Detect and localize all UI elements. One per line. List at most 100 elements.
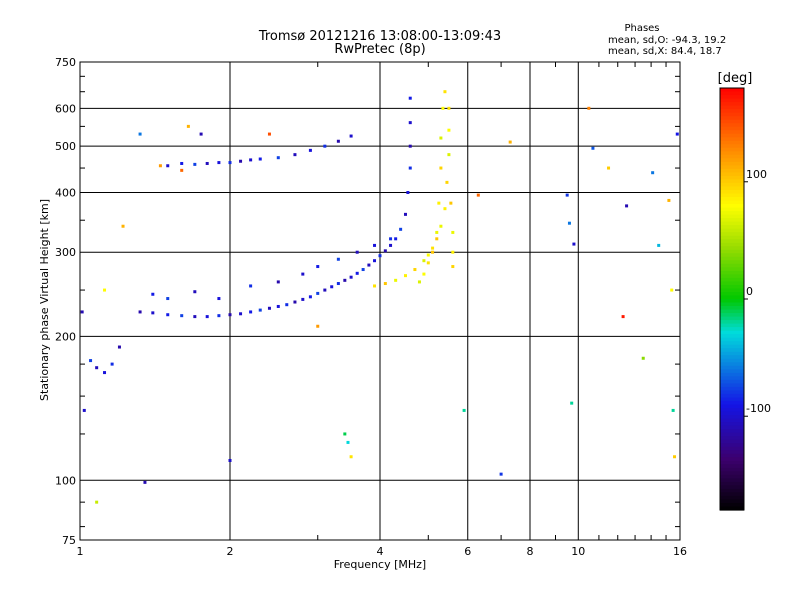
colorbar-segment: [720, 204, 744, 209]
data-point-x: [443, 90, 447, 94]
y-axis-label: Stationary phase Virtual Height [km]: [38, 199, 51, 401]
colorbar-segment: [720, 379, 744, 384]
colorbar-segment: [720, 267, 744, 272]
data-point-scattered: [607, 166, 611, 170]
colorbar-segment: [720, 137, 744, 142]
data-point-o: [193, 162, 197, 166]
colorbar-segment: [720, 365, 744, 370]
colorbar-segment: [720, 337, 744, 342]
data-point-o: [205, 315, 209, 319]
data-point-x: [426, 261, 430, 265]
data-point-o: [180, 161, 184, 165]
data-point-x: [447, 153, 451, 157]
colorbar-segment: [720, 130, 744, 135]
colorbar-segment: [720, 422, 744, 427]
colorbar-segment: [720, 116, 744, 121]
data-point-o: [166, 313, 170, 317]
data-point-o: [323, 288, 327, 292]
colorbar-segment: [720, 112, 744, 117]
data-point-scattered: [349, 455, 353, 459]
colorbar-segment: [720, 197, 744, 202]
data-point-o: [228, 313, 232, 317]
data-point-o: [323, 144, 327, 148]
colorbar-segment: [720, 341, 744, 346]
colorbar-segment: [720, 397, 744, 402]
colorbar-segment: [720, 485, 744, 490]
colorbar-segment: [720, 450, 744, 455]
data-point-x: [451, 230, 455, 234]
colorbar-segment: [720, 228, 744, 233]
data-point-o: [408, 166, 412, 170]
data-point-o: [276, 156, 280, 160]
colorbar-segment: [720, 239, 744, 244]
colorbar-segment: [720, 242, 744, 247]
data-point-o: [276, 280, 280, 284]
colorbar-segment: [720, 88, 744, 93]
colorbar-segment: [720, 506, 744, 511]
data-point-scattered: [95, 500, 99, 504]
colorbar-segment: [720, 390, 744, 395]
data-point-o: [349, 275, 353, 279]
grid-lines: [80, 62, 680, 540]
data-point-scattered: [567, 221, 571, 225]
colorbar-segment: [720, 344, 744, 349]
data-point-scattered: [316, 324, 320, 328]
data-point-scattered: [143, 480, 147, 484]
colorbar-segment: [720, 123, 744, 128]
colorbar-segment: [720, 467, 744, 472]
y-tick-label: 750: [55, 56, 76, 69]
colorbar-segment: [720, 225, 744, 230]
data-point-o: [349, 134, 353, 138]
colorbar-segment: [720, 334, 744, 339]
colorbar-segment: [720, 232, 744, 237]
data-point-x: [426, 253, 430, 257]
data-point-o: [249, 284, 253, 288]
colorbar-segment: [720, 95, 744, 100]
data-point-o: [258, 308, 262, 312]
data-point-scattered: [667, 198, 671, 202]
colorbar-segment: [720, 249, 744, 254]
data-point-x: [447, 106, 451, 110]
data-point-scattered: [82, 408, 86, 412]
data-point-scattered: [267, 132, 271, 136]
colorbar-segment: [720, 186, 744, 191]
data-point-x: [383, 282, 387, 286]
data-point-o: [239, 312, 243, 316]
colorbar-segment: [720, 481, 744, 486]
data-point-o: [373, 243, 377, 247]
x-tick-label: 4: [377, 545, 384, 558]
y-tick-label: 200: [55, 330, 76, 343]
colorbar-segment: [720, 348, 744, 353]
data-point-x: [443, 207, 447, 211]
colorbar-segment: [720, 302, 744, 307]
data-point-o: [383, 249, 387, 253]
colorbar-tick-label: 0: [746, 285, 753, 298]
data-point-x: [439, 136, 443, 140]
data-point-x: [439, 166, 443, 170]
colorbar-segment: [720, 102, 744, 107]
data-point-o: [110, 362, 114, 366]
colorbar-segment: [720, 330, 744, 335]
data-point-x: [445, 180, 449, 184]
colorbar-segment: [720, 175, 744, 181]
data-point-o: [228, 161, 232, 165]
colorbar-segment: [720, 260, 744, 265]
x-tick-label: 6: [464, 545, 471, 558]
x-tick-label: 1: [77, 545, 84, 558]
data-point-scattered: [572, 242, 576, 246]
x-tick-label: 16: [673, 545, 687, 558]
colorbar-segment: [720, 323, 744, 328]
data-point-o: [276, 304, 280, 308]
colorbar-segment: [720, 200, 744, 205]
colorbar-segment: [720, 488, 744, 494]
data-point-o: [355, 250, 359, 254]
data-point-scattered: [158, 164, 162, 168]
data-point-x: [422, 272, 426, 276]
colorbar-segment: [720, 355, 744, 360]
data-point-o: [293, 300, 297, 304]
x-tick-label: 2: [227, 545, 234, 558]
colorbar-segment: [720, 154, 744, 159]
colorbar-segment: [720, 313, 744, 318]
data-point-o: [285, 303, 289, 307]
data-point-o: [336, 257, 340, 261]
